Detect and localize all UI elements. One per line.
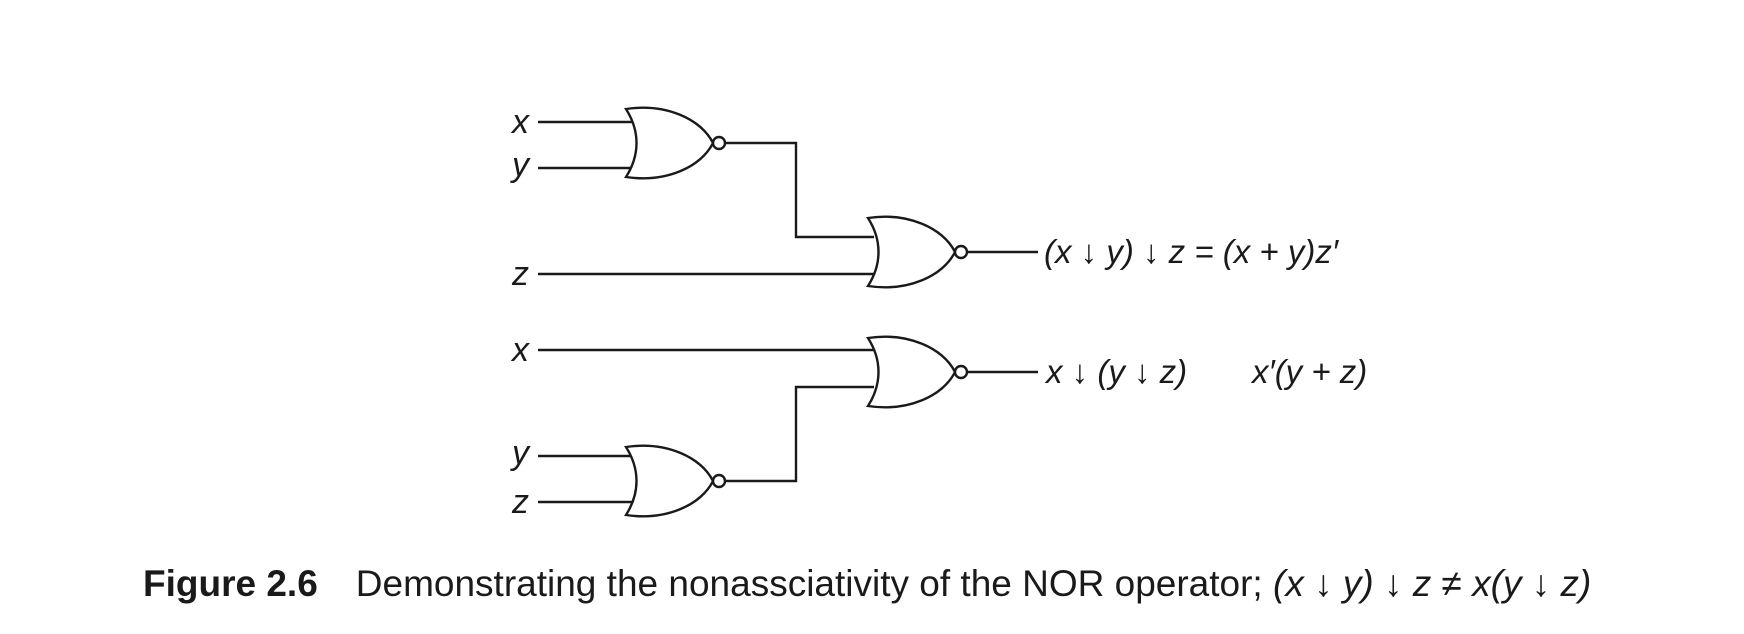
nor-gate-2 xyxy=(865,215,969,289)
label-x-gate1: x xyxy=(510,103,530,141)
input-labels: x y z x y z xyxy=(510,103,531,521)
gate-shape xyxy=(865,335,957,409)
caption-formula: (x ↓ y) ↓ z ≠ x(y ↓ z) xyxy=(1273,563,1592,604)
figure-caption: Figure 2.6 Demonstrating the nonassciativ… xyxy=(143,562,1591,606)
label-z-line: z xyxy=(511,255,529,293)
gate-shape xyxy=(865,215,957,289)
nor-gate-3 xyxy=(865,335,969,409)
inversion-bubble xyxy=(711,473,727,489)
label-y-gate1: y xyxy=(510,146,531,184)
inversion-bubble xyxy=(953,364,969,380)
lower-output-expression: x ↓ (y ↓ z) xyxy=(1044,353,1187,390)
output-expressions: (x ↓ y) ↓ z = (x + y)z′ x ↓ (y ↓ z) x′(y… xyxy=(1044,233,1367,390)
gate-shape xyxy=(623,106,715,180)
wire-gate1-to-gate2 xyxy=(726,141,874,239)
label-z-gate4: z xyxy=(511,483,529,521)
label-y-gate4: y xyxy=(510,434,531,472)
nor-gate-4 xyxy=(623,444,727,518)
caption-text: Demonstrating the nonassciativity of the… xyxy=(355,563,1273,604)
wires xyxy=(538,120,1038,504)
nor-gate-1 xyxy=(623,106,727,180)
label-x-line: x xyxy=(510,331,530,369)
inversion-bubble xyxy=(953,244,969,260)
gate-shape xyxy=(623,444,715,518)
wire-gate4-to-gate3 xyxy=(726,385,874,483)
inversion-bubble xyxy=(711,135,727,151)
upper-output-expression: (x ↓ y) ↓ z = (x + y)z′ xyxy=(1044,233,1340,270)
figure-number: Figure 2.6 xyxy=(143,563,318,604)
lower-output-equivalent: x′(y + z) xyxy=(1250,353,1367,390)
